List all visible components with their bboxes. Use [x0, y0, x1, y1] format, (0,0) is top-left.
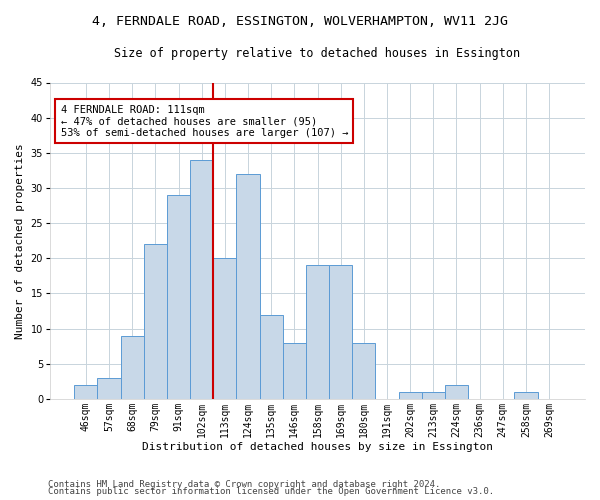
Bar: [260, 314, 283, 399]
Title: Size of property relative to detached houses in Essington: Size of property relative to detached ho…: [115, 48, 521, 60]
Bar: [306, 266, 329, 399]
Bar: [74, 385, 97, 399]
Text: 4, FERNDALE ROAD, ESSINGTON, WOLVERHAMPTON, WV11 2JG: 4, FERNDALE ROAD, ESSINGTON, WOLVERHAMPT…: [92, 15, 508, 28]
Bar: [190, 160, 213, 399]
Bar: [144, 244, 167, 399]
Bar: [352, 342, 376, 399]
Bar: [213, 258, 236, 399]
Text: Contains HM Land Registry data © Crown copyright and database right 2024.: Contains HM Land Registry data © Crown c…: [48, 480, 440, 489]
Bar: [236, 174, 260, 399]
Bar: [167, 195, 190, 399]
Bar: [422, 392, 445, 399]
Bar: [445, 385, 468, 399]
Bar: [329, 266, 352, 399]
X-axis label: Distribution of detached houses by size in Essington: Distribution of detached houses by size …: [142, 442, 493, 452]
Bar: [514, 392, 538, 399]
Text: Contains public sector information licensed under the Open Government Licence v3: Contains public sector information licen…: [48, 488, 494, 496]
Bar: [97, 378, 121, 399]
Bar: [398, 392, 422, 399]
Y-axis label: Number of detached properties: Number of detached properties: [15, 143, 25, 338]
Text: 4 FERNDALE ROAD: 111sqm
← 47% of detached houses are smaller (95)
53% of semi-de: 4 FERNDALE ROAD: 111sqm ← 47% of detache…: [61, 104, 348, 138]
Bar: [121, 336, 144, 399]
Bar: [283, 342, 306, 399]
